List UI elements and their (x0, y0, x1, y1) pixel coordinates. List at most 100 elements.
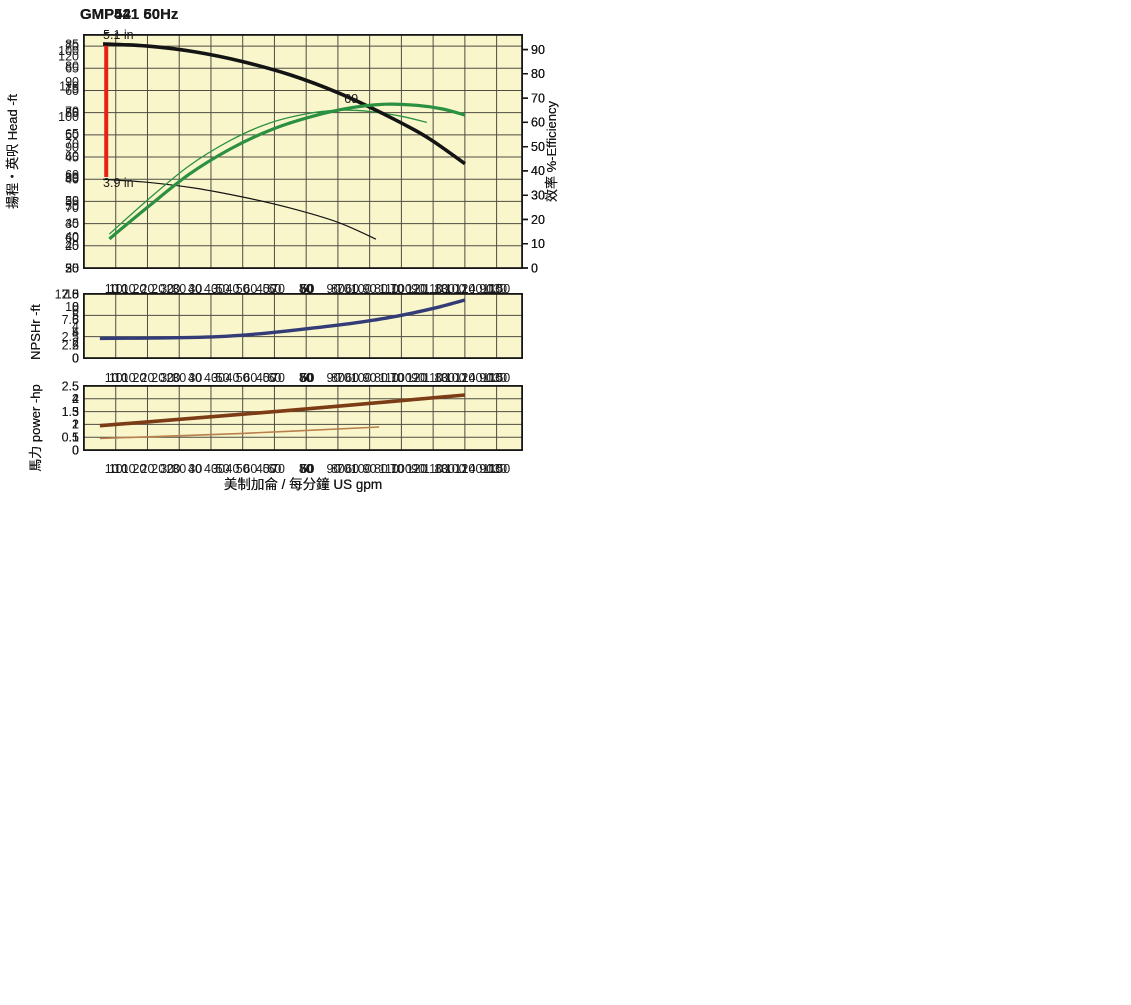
flow-tick-label: 110 (423, 462, 443, 476)
flow-tick-label: 110 (379, 282, 399, 296)
efficiency-tick-label: 50 (531, 140, 545, 154)
flow-tick-label: 90 (327, 462, 341, 476)
efficiency-tick-label: 10 (531, 237, 545, 251)
flow-tick-label: 60 (345, 371, 359, 385)
power-tick-label: 3 (72, 405, 79, 419)
flow-tick-label: 90 (479, 282, 493, 296)
efficiency-tick-label: 40 (531, 164, 545, 178)
plot-border (83, 293, 523, 359)
efficiency-tick-label: 20 (531, 213, 545, 227)
efficiency-tick-label: 80 (531, 67, 545, 81)
flow-tick-label: 40 (204, 462, 218, 476)
npshr-tick-label: 5 (72, 326, 79, 340)
head-tick-label: 75 (65, 82, 79, 96)
flow-tick-label: 30 (211, 371, 225, 385)
flow-tick-label: 50 (216, 282, 230, 296)
flow-tick-label: 110 (379, 371, 399, 385)
flow-tick-label: 130 (434, 371, 455, 385)
flow-axis-label: 美制加侖 / 每分鐘 US gpm (224, 476, 382, 492)
flow-tick-label: 50 (263, 462, 277, 476)
flow-tick-label: 20 (151, 371, 165, 385)
flow-tick-label: 50 (263, 371, 277, 385)
flow-tick-label: 20 (151, 282, 165, 296)
flow-tick-label: 20 (166, 282, 180, 296)
flow-tick-label: 80 (374, 462, 388, 476)
power-tick-label: 5 (72, 379, 79, 393)
power-tick-label: 4 (72, 392, 79, 406)
power-tick-label: 0.5 (62, 431, 79, 445)
chart-title: GMP421 50Hz (80, 6, 178, 23)
head-tick-label: 45 (65, 216, 79, 230)
npshr-tick-label: 2.5 (62, 339, 79, 353)
head-tick-label: 30 (65, 217, 79, 231)
flow-tick-label: 30 (211, 462, 225, 476)
npshr-tick-label: 7.5 (62, 287, 79, 301)
flow-tick-label: 130 (486, 462, 507, 476)
power-tick-label: 2 (72, 392, 79, 406)
flow-tick-label: 20 (166, 371, 180, 385)
flow-tick-label: 90 (363, 371, 377, 385)
efficiency-tick-label: 80 (531, 67, 545, 81)
head-tick-label: 60 (65, 231, 79, 245)
head-axis-label: 揚程・英呎 Head -ft (5, 94, 20, 209)
flow-tick-label: 140 (462, 371, 483, 385)
impeller-size-label: 5.1 in (103, 28, 134, 42)
flow-tick-label: 110 (423, 371, 443, 385)
flow-tick-label: 70 (271, 462, 285, 476)
power-tick-label: 2.5 (62, 379, 79, 393)
flow-tick-label: 110 (482, 282, 502, 296)
npshr-axis-label: NPSHr -ft (28, 304, 43, 360)
efficiency-axis-label: 效率 %-Efficiency (544, 101, 559, 202)
flow-tick-label: 60 (267, 462, 281, 476)
efficiency-tick-label: 80 (531, 67, 545, 81)
head-tick-label: 120 (58, 49, 79, 63)
npshr-tick-label: 8 (72, 300, 79, 314)
flow-tick-label: 80 (374, 282, 388, 296)
power-tick-label: 1 (72, 418, 79, 432)
flow-tick-label: 70 (299, 371, 313, 385)
chart-title: GMP421 60Hz (80, 6, 178, 23)
flow-tick-label: 70 (299, 462, 313, 476)
flow-tick-label: 50 (301, 282, 315, 296)
head-curve-5.1in (102, 42, 466, 166)
head-tick-label: 110 (59, 80, 79, 94)
flow-tick-label: 100 (445, 282, 466, 296)
flow-tick-label: 80 (374, 371, 388, 385)
flow-tick-label: 40 (204, 282, 218, 296)
efficiency-tick-label: 20 (531, 213, 545, 227)
flow-tick-label: 100 (391, 282, 412, 296)
efficiency-tick-label: 0 (531, 261, 538, 275)
head-tick-label: 60 (65, 149, 79, 163)
head-tick-label: 70 (65, 201, 79, 215)
efficiency-tick-label: 30 (531, 188, 545, 202)
flow-tick-label: 10 (122, 282, 136, 296)
flow-tick-label: 40 (188, 462, 202, 476)
head-tick-label: 50 (65, 128, 79, 142)
flow-tick-label: 50 (216, 371, 230, 385)
efficiency-tick-label: 90 (531, 43, 545, 57)
power-tick-label: 0 (72, 443, 79, 457)
head-tick-label: 65 (65, 127, 79, 141)
npshr-tick-label: 0 (72, 351, 79, 365)
flow-tick-label: 40 (226, 371, 240, 385)
flow-tick-label: 70 (337, 462, 351, 476)
flow-tick-label: 20 (132, 462, 146, 476)
flow-tick-label: 80 (331, 462, 345, 476)
flow-tick-label: 60 (345, 282, 359, 296)
npshr-axis-label: NPSHr -ft (28, 304, 43, 360)
flow-tick-label: 100 (445, 371, 466, 385)
npshr-tick-label: 2.5 (62, 330, 79, 344)
flow-tick-label: 30 (172, 462, 186, 476)
flow-tick-label: 30 (160, 282, 174, 296)
head-tick-label: 65 (65, 62, 79, 76)
flow-tick-label: 150 (489, 371, 510, 385)
npshr-tick-label: 4 (72, 326, 79, 340)
flow-tick-label: 60 (267, 282, 281, 296)
flow-tick-label: 60 (300, 282, 314, 296)
npshr-tick-label: 0 (72, 351, 79, 365)
flow-tick-label: 40 (256, 371, 270, 385)
flow-tick-label: 120 (454, 371, 475, 385)
efficiency-tick-label: 50 (531, 140, 545, 154)
flow-tick-label: 30 (188, 371, 202, 385)
